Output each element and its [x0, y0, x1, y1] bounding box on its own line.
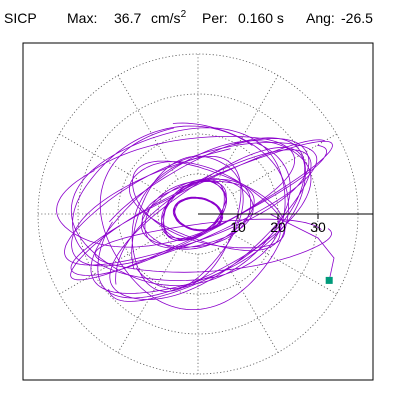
orbit-loop-6 [128, 160, 286, 251]
period-label: Per: [202, 10, 228, 26]
orbit-loop-8 [140, 178, 255, 250]
angle-value: -26.5 [341, 10, 373, 26]
direction-axis [198, 213, 373, 219]
orbit-trace [56, 122, 335, 310]
radial-tick-labels: 10 20 30 [230, 219, 326, 235]
angle-label: Ang: [306, 10, 335, 26]
end-marker [325, 276, 333, 284]
orbit-loop-1 [64, 138, 318, 267]
radial-tick-label-10: 10 [230, 219, 246, 235]
period-value: 0.160 s [238, 10, 284, 26]
orbit-tail [269, 213, 335, 281]
orbit-loop-10 [172, 196, 224, 232]
orbit-loop-2 [90, 137, 312, 299]
orbit-loop-9 [161, 179, 227, 241]
orbit-loop-5 [99, 122, 289, 310]
radial-tick-label-30: 30 [310, 219, 326, 235]
orbit-loop-0 [70, 139, 333, 281]
end-marker-group [325, 276, 333, 284]
orbit-loop-7 [131, 155, 244, 292]
orbit-loop-4 [108, 146, 312, 302]
station-code: SICP [4, 10, 37, 26]
radial-tick-label-20: 20 [270, 219, 286, 235]
max-unit-text: cm/s [151, 10, 181, 26]
chart-header: SICP Max: 36.7 cm/s2 Per: 0.160 s Ang: -… [0, 10, 400, 32]
orbit-loop-3 [70, 125, 291, 287]
max-unit-exponent: 2 [180, 9, 187, 20]
max-label: Max: [67, 10, 98, 26]
orbit-loop-11 [94, 218, 333, 273]
max-value: 36.7 [114, 10, 142, 26]
orbit-loop-12 [56, 136, 296, 248]
max-unit: cm/s2 [151, 9, 187, 27]
